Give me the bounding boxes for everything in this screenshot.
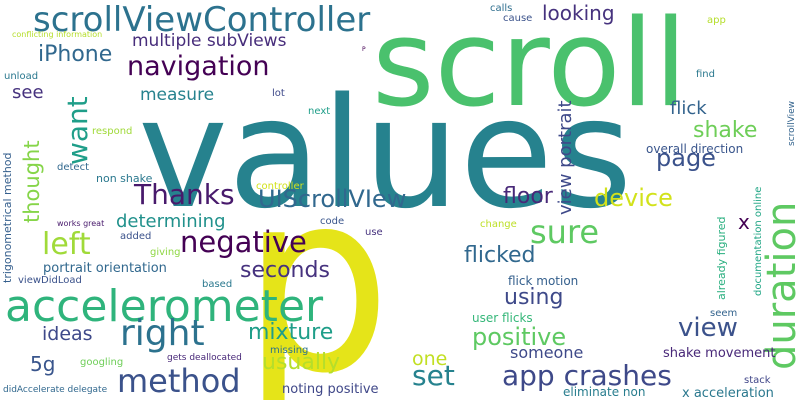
word: flicked: [464, 243, 536, 268]
word: sure: [530, 213, 600, 251]
word: respond: [92, 126, 133, 137]
word: flick motion: [508, 274, 579, 288]
word: change: [480, 219, 517, 230]
word: left: [42, 227, 91, 262]
word: shake: [693, 118, 758, 143]
word: seconds: [240, 258, 330, 283]
word: app crashes: [502, 359, 672, 392]
word: right: [120, 313, 205, 354]
word: seem: [710, 308, 738, 319]
word: non shake: [96, 172, 153, 185]
word: overall direction: [646, 142, 744, 156]
word: one: [412, 348, 448, 370]
word: added: [120, 231, 152, 242]
word: based: [202, 279, 233, 290]
word: positive: [472, 323, 567, 351]
word: trigonometrical method: [1, 152, 14, 283]
word: stack: [744, 375, 771, 386]
word: scrollViewController: [33, 0, 371, 40]
word: shake movement: [663, 346, 776, 361]
word: noting positive: [282, 382, 379, 397]
word: controller: [256, 181, 304, 192]
word: using: [504, 285, 564, 310]
word: thought: [20, 140, 44, 223]
word: p: [242, 137, 392, 400]
word: multiple subViews: [132, 31, 287, 51]
word: x acceleration: [682, 386, 774, 400]
word: iPhone: [38, 42, 113, 67]
word: detect: [57, 162, 89, 173]
word: giving: [150, 247, 181, 258]
word: usually: [262, 350, 341, 375]
word: viewDidLoad: [18, 275, 82, 286]
word: find: [696, 69, 715, 80]
word: scrollView: [787, 100, 797, 146]
word: see: [12, 82, 44, 103]
word: conflicting information: [12, 30, 103, 39]
word: floor: [503, 184, 553, 209]
word: works great: [57, 219, 105, 228]
word: user flicks: [472, 311, 533, 325]
word: calls: [490, 3, 513, 14]
word: app: [707, 15, 726, 26]
word: portrait orientation: [43, 261, 167, 276]
word: didAccelerate delegate: [3, 385, 108, 395]
word: eliminate non: [563, 385, 646, 399]
word: navigation: [127, 51, 270, 82]
word: missing: [270, 345, 309, 356]
word: measure: [140, 85, 215, 105]
word: UIScrollVIew: [258, 185, 407, 213]
word: P: [362, 46, 366, 53]
word: scroll: [372, 0, 688, 134]
word: view: [678, 313, 738, 343]
word: cause: [503, 13, 533, 24]
word: looking: [542, 1, 615, 25]
word: values: [138, 65, 633, 242]
word: page: [656, 144, 716, 172]
word: code: [320, 216, 345, 227]
word: documentation online: [753, 186, 764, 296]
word: Thanks: [134, 178, 235, 211]
word: already figured: [715, 216, 728, 301]
word: view portrait: [555, 100, 576, 215]
word: x: [738, 210, 750, 234]
word: set: [412, 359, 455, 392]
word: lot: [272, 88, 285, 99]
word: gets deallocated: [167, 353, 242, 363]
word: determining: [116, 211, 226, 232]
word: ideas: [42, 323, 93, 345]
word: duration: [759, 201, 800, 370]
word: googling: [80, 357, 124, 368]
word: next: [308, 106, 331, 117]
word: someone: [510, 343, 584, 362]
word: accelerometer: [5, 281, 324, 332]
word: negative: [180, 225, 307, 259]
word: want: [61, 96, 94, 165]
word: 5g: [30, 352, 56, 376]
word: mixture: [248, 320, 334, 345]
word: unload: [4, 71, 39, 82]
word: flick: [670, 98, 707, 119]
word: device: [594, 184, 673, 212]
word: method: [117, 362, 241, 400]
word: use: [365, 227, 383, 238]
